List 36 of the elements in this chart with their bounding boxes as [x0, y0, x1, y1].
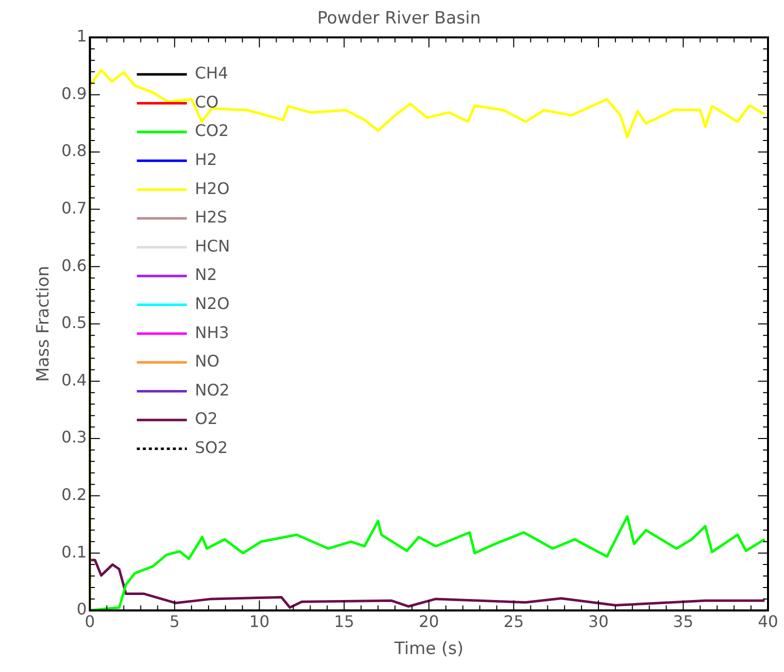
x-tick-label: 40: [758, 612, 778, 632]
x-tick-label: 10: [249, 612, 270, 632]
x-tick-label: 25: [504, 612, 524, 632]
legend-label: NO: [194, 352, 220, 371]
y-tick-label: 0.6: [61, 256, 87, 275]
x-axis-title: Time (s): [393, 639, 464, 660]
x-tick-label: 15: [334, 612, 354, 632]
y-tick-label: 0.8: [61, 141, 87, 160]
legend-label: HCN: [194, 236, 230, 256]
chart-title: Powder River Basin: [317, 8, 481, 29]
legend-label: CO2: [194, 121, 229, 140]
x-tick-label: 35: [673, 612, 694, 632]
y-axis-title: Mass Fraction: [34, 266, 54, 382]
legend-label: H2: [194, 150, 218, 169]
legend-label: H2S: [194, 208, 228, 227]
legend-label: N2O: [194, 294, 230, 313]
legend-label: CH4: [194, 64, 228, 83]
legend-label: NO2: [194, 380, 230, 400]
y-tick-label: 0: [76, 600, 87, 619]
x-tick-label: 20: [418, 612, 440, 632]
y-tick-label: 0.9: [61, 84, 87, 103]
y-tick-label: 0.3: [61, 428, 87, 447]
y-tick-label: 0.7: [61, 198, 87, 218]
y-tick-label: 1: [76, 26, 87, 46]
y-tick-label: 0.2: [61, 484, 87, 504]
x-tick-label: 5: [170, 612, 180, 632]
y-tick-label: 0.1: [61, 542, 87, 562]
y-tick-label: 0.4: [61, 370, 87, 390]
legend-label: NH3: [194, 322, 230, 342]
x-tick-label: 30: [588, 612, 609, 632]
legend-label: H2O: [194, 178, 230, 198]
legend-label: CO: [194, 92, 219, 112]
legend-label: O2: [194, 409, 218, 428]
legend-label: N2: [194, 265, 217, 284]
legend-label: SO2: [194, 438, 228, 457]
y-tick-label: 0.5: [61, 313, 87, 332]
